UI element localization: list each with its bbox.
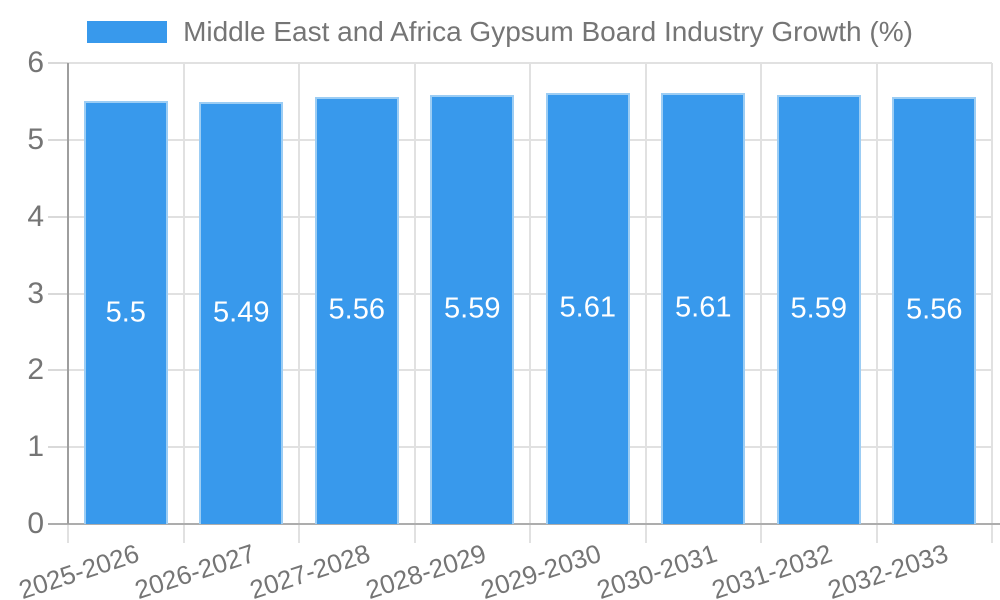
bar (199, 102, 284, 524)
y-tick-label: 1 (27, 430, 44, 464)
y-tick-label: 5 (27, 122, 44, 156)
chart-legend[interactable]: Middle East and Africa Gypsum Board Indu… (0, 12, 1000, 52)
bar (661, 92, 746, 524)
y-axis-tick (48, 138, 68, 141)
bar (545, 92, 630, 524)
gridline-vertical (991, 63, 993, 543)
gridline-vertical (182, 63, 185, 543)
chart-title: Middle East and Africa Gypsum Board Indu… (183, 16, 913, 47)
gridline-vertical (875, 63, 878, 543)
y-axis-tick (48, 369, 68, 372)
bar-value-label: 5.61 (675, 291, 732, 324)
legend-swatch (87, 21, 168, 43)
x-tick-label: 2032-2033 (823, 538, 952, 600)
bar (430, 94, 515, 524)
bar-value-label: 5.56 (906, 293, 963, 326)
bar (776, 94, 861, 524)
y-tick-label: 6 (27, 46, 44, 79)
y-tick-label: 3 (27, 276, 44, 310)
bar-value-label: 5.59 (790, 292, 847, 325)
y-axis-line (67, 63, 69, 524)
y-axis-tick (48, 292, 68, 295)
bar-value-label: 5.49 (213, 296, 270, 329)
gridline-vertical (644, 63, 647, 543)
y-axis-tick (48, 215, 68, 218)
y-axis-tick (48, 62, 68, 64)
x-tick-label-anchor: 2032-2033 (722, 538, 952, 600)
gridline-vertical (413, 63, 416, 543)
gridline-vertical (760, 63, 762, 543)
y-tick-label: 4 (27, 199, 44, 233)
bar-value-label: 5.5 (105, 296, 146, 329)
bar (892, 96, 977, 524)
bar-value-label: 5.56 (328, 293, 385, 326)
bar (314, 96, 399, 524)
bar-value-label: 5.59 (444, 292, 501, 325)
x-axis-line (48, 523, 1000, 525)
gridline-vertical (529, 63, 531, 543)
y-axis-tick (48, 446, 68, 449)
gridline-vertical (298, 63, 300, 543)
bar (83, 101, 168, 524)
y-tick-label: 0 (27, 507, 44, 540)
bar-value-label: 5.61 (559, 291, 616, 324)
y-tick-label: 2 (27, 353, 44, 387)
